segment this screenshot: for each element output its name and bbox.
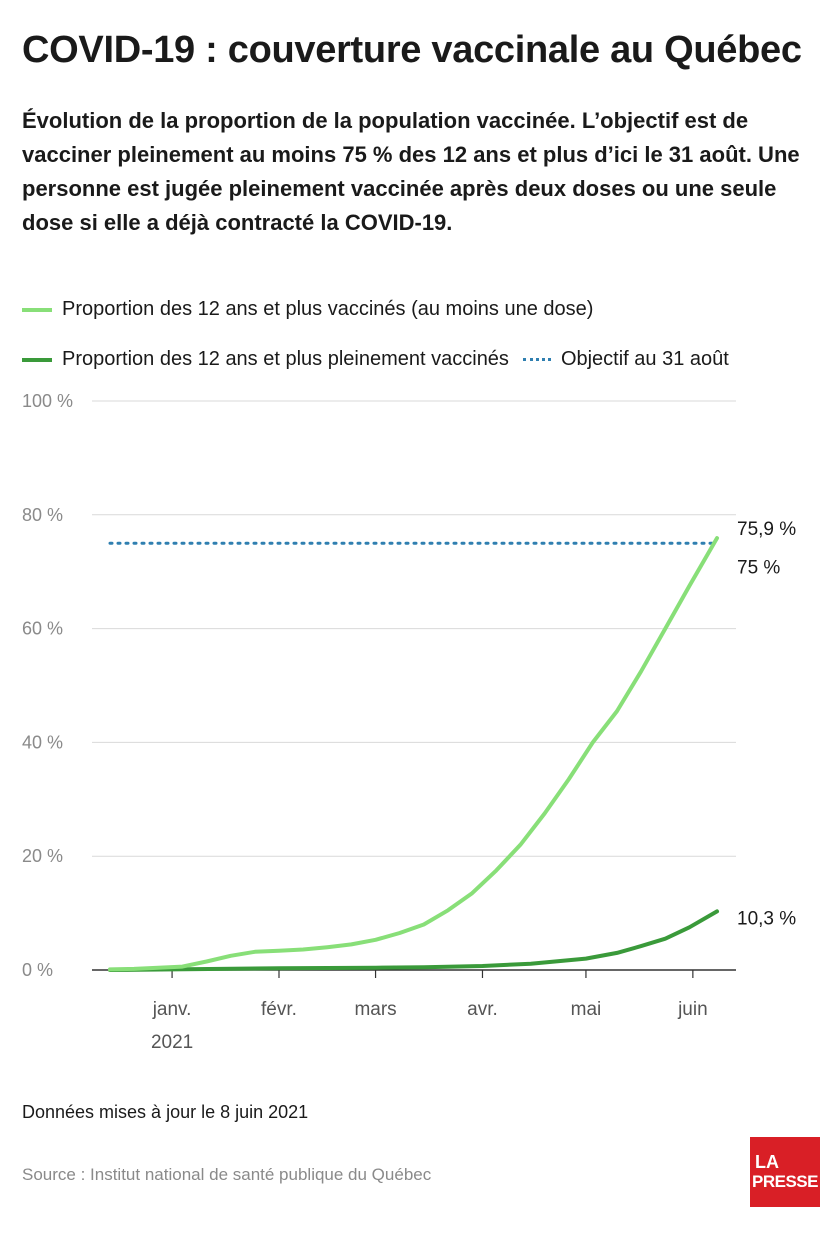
legend-label-full: Proportion des 12 ans et plus pleinement… (62, 348, 509, 370)
y-tick-label: 60 % (22, 619, 63, 639)
la-presse-logo[interactable]: LA PRESSE (750, 1137, 820, 1207)
y-tick-label: 20 % (22, 846, 63, 866)
x-tick-label: mai (571, 999, 602, 1020)
end-label-target: 75 % (737, 557, 780, 578)
x-tick-sublabel: 2021 (151, 1032, 193, 1053)
y-tick-label: 80 % (22, 505, 63, 525)
chart-subtitle: Évolution de la proportion de la populat… (22, 108, 800, 235)
source-note: Source : Institut national de santé publ… (22, 1165, 432, 1184)
legend-swatch-target (522, 358, 551, 361)
y-tick-label: 40 % (22, 732, 63, 752)
y-tick-label: 100 % (22, 391, 73, 411)
end-label-one-dose: 75,9 % (737, 519, 796, 540)
logo-line-2: PRESSE (752, 1172, 818, 1191)
logo-line-1: LA (755, 1152, 779, 1172)
legend-item-full: Proportion des 12 ans et plus pleinement… (22, 348, 509, 371)
legend-label-target: Objectif au 31 août (560, 348, 729, 370)
chart-title: COVID-19 : couverture vaccinale au Québe… (22, 29, 802, 71)
legend-row-2: Proportion des 12 ans et plus pleinement… (22, 348, 743, 371)
series-line-fully-vaccinated (108, 909, 719, 972)
legend-row-1: Proportion des 12 ans et plus vaccinés (… (22, 298, 607, 321)
legend-item-target: Objectif au 31 août (522, 348, 729, 371)
legend-swatch-one-dose (22, 307, 52, 312)
x-tick-label: juin (677, 999, 708, 1020)
x-tick-label: févr. (261, 999, 297, 1020)
x-tick-label: mars (354, 999, 396, 1020)
legend-label-one-dose: Proportion des 12 ans et plus vaccinés (… (62, 298, 594, 320)
line-chart: 0 % 20 % 40 % 60 % 80 % 100 % janv. 2021 févr. ma… (22, 391, 796, 1053)
x-tick-label: avr. (467, 999, 498, 1020)
end-label-fully-vaccinated: 10,3 % (737, 908, 796, 929)
update-note: Données mises à jour le 8 juin 2021 (22, 1102, 309, 1122)
series-line-one-dose (108, 536, 719, 972)
legend-item-one-dose: Proportion des 12 ans et plus vaccinés (… (22, 298, 593, 321)
legend-swatch-full (22, 357, 52, 362)
y-tick-label: 0 % (22, 960, 53, 980)
x-tick-label: janv. (152, 999, 192, 1020)
